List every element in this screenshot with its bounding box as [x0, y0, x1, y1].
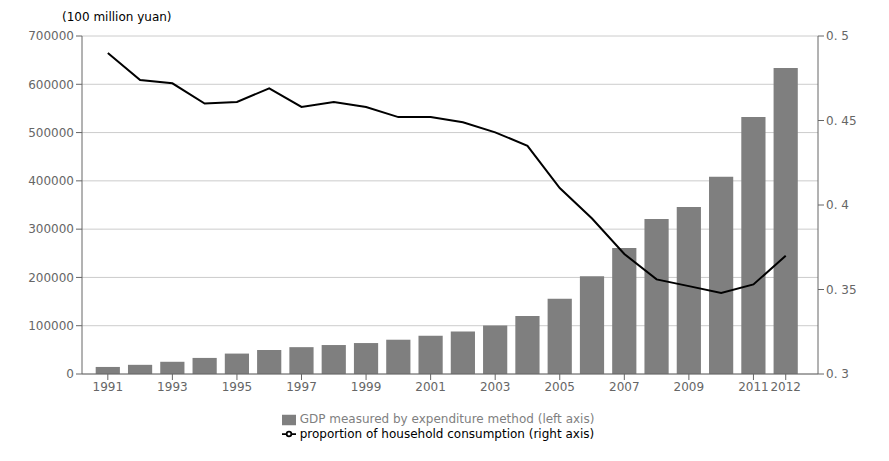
svg-text:1993: 1993: [157, 380, 188, 394]
svg-text:400000: 400000: [28, 174, 74, 188]
html-text:GDP measured by expenditure me: GDP measured by expenditure method (left…: [299, 412, 595, 426]
svg-text:2007: 2007: [609, 380, 640, 394]
svg-text:2001: 2001: [415, 380, 446, 394]
svg-text:0: 0: [66, 367, 74, 381]
svg-text:0. 4: 0. 4: [826, 198, 849, 212]
html-text:(100 million yuan): (100 million yuan): [62, 10, 172, 24]
svg-text:2005: 2005: [544, 380, 575, 394]
svg-text:2009: 2009: [674, 380, 705, 394]
svg-text:2011: 2011: [738, 380, 769, 394]
svg-text:1995: 1995: [222, 380, 253, 394]
svg-text:100000: 100000: [28, 319, 74, 333]
svg-text:1997: 1997: [286, 380, 317, 394]
html-text:proportion of household consum: proportion of household consumption (rig…: [299, 426, 595, 441]
svg-text:0. 3: 0. 3: [826, 367, 849, 381]
svg-text:0. 5: 0. 5: [826, 29, 849, 43]
svg-text:0. 45: 0. 45: [826, 114, 857, 128]
svg-text:200000: 200000: [28, 271, 74, 285]
svg-text:1991: 1991: [93, 380, 124, 394]
svg-text:700000: 700000: [28, 29, 74, 43]
svg-text:500000: 500000: [28, 126, 74, 140]
svg-text:2012: 2012: [770, 380, 801, 394]
svg-text:2003: 2003: [480, 380, 511, 394]
svg-text:600000: 600000: [28, 78, 74, 92]
svg-text:1999: 1999: [351, 380, 382, 394]
svg-text:300000: 300000: [28, 222, 74, 236]
svg-text:0. 35: 0. 35: [826, 283, 857, 297]
